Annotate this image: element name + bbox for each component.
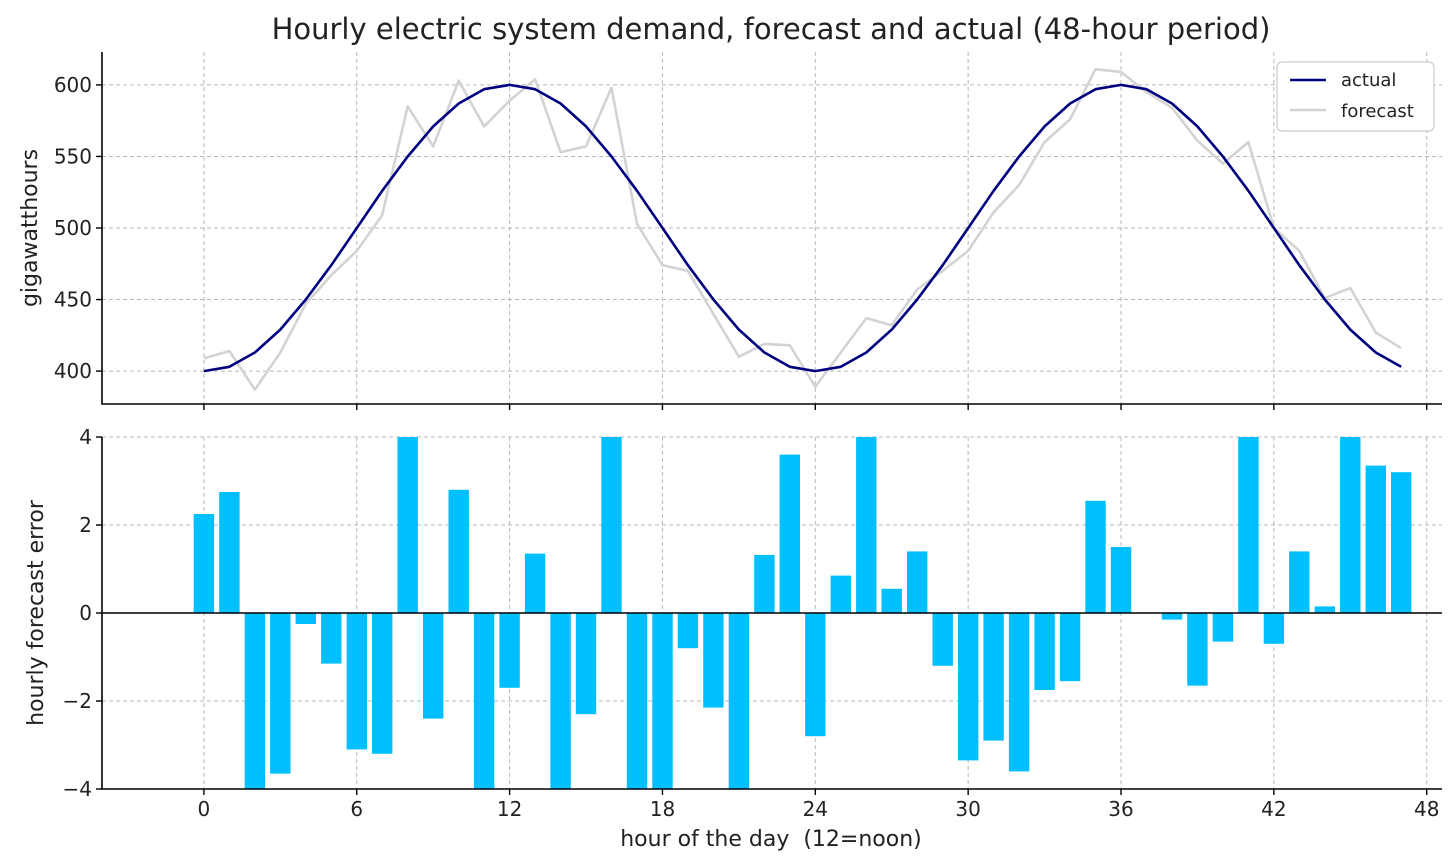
error-y-tick-label: −2 — [63, 689, 92, 713]
error-bar — [270, 613, 291, 774]
error-y-tick-label: 2 — [79, 513, 92, 537]
x-tick-label: 18 — [650, 797, 675, 821]
x-tick-label: 0 — [198, 797, 211, 821]
series-line-actual — [203, 83, 1402, 373]
demand-y-tick-label: 500 — [54, 216, 92, 240]
demand-y-tick-label: 550 — [54, 144, 92, 168]
demand-axes-frame — [101, 52, 1442, 405]
x-tick-label: 36 — [1108, 797, 1133, 821]
error-bar — [1034, 613, 1055, 690]
error-bar — [830, 575, 851, 613]
error-bar — [1212, 613, 1234, 642]
error-bar — [397, 437, 418, 613]
error-bar — [1340, 437, 1361, 613]
error-bar — [1008, 613, 1030, 772]
x-tick-label: 30 — [955, 797, 980, 821]
error-bar — [983, 613, 1004, 741]
series-line-forecast — [203, 67, 1402, 391]
demand-y-tick-label: 400 — [54, 359, 92, 383]
error-y-axis-label: hourly forecast error — [24, 499, 49, 726]
error-bar — [703, 613, 724, 708]
error-bar — [805, 613, 826, 737]
error-bar — [1263, 613, 1285, 644]
error-bar — [219, 492, 240, 613]
error-bar — [1059, 613, 1081, 682]
error-bar — [1085, 500, 1106, 613]
error-bar — [448, 489, 469, 613]
error-bar — [1365, 465, 1386, 613]
error-bar — [652, 613, 673, 789]
error-bar — [193, 514, 215, 613]
x-tick-label: 12 — [497, 797, 522, 821]
legend: actual forecast — [1276, 61, 1435, 132]
error-bar — [958, 613, 979, 761]
demand-gridlines — [102, 52, 1442, 404]
error-bar — [372, 613, 393, 754]
error-y-tick-label: −4 — [63, 777, 92, 801]
demand-panel: 400 450 500 550 600 gigawatthours actual for… — [18, 52, 1442, 410]
demand-series — [203, 67, 1402, 391]
error-y-ticks: −4 −2 0 2 4 — [63, 425, 102, 801]
error-bar — [1187, 613, 1208, 686]
demand-y-tick-label: 450 — [54, 288, 92, 312]
error-bar — [779, 454, 800, 613]
error-bar — [728, 613, 750, 789]
error-bar — [295, 613, 316, 624]
error-bar — [856, 437, 877, 613]
error-bar — [321, 613, 342, 664]
error-bar — [677, 613, 699, 649]
chart-title: Hourly electric system demand, forecast … — [272, 12, 1271, 46]
demand-y-ticks: 400 450 500 550 600 — [54, 73, 102, 383]
error-bar — [1238, 437, 1259, 613]
error-bar — [1289, 551, 1310, 613]
x-tick-label: 48 — [1414, 797, 1439, 821]
x-tick-label: 6 — [350, 797, 363, 821]
error-bar — [881, 588, 902, 613]
error-bar — [473, 613, 495, 789]
error-y-tick-label: 0 — [79, 601, 92, 625]
error-bar — [575, 613, 597, 715]
error-bar — [601, 437, 622, 613]
legend-label-actual: actual — [1341, 70, 1396, 91]
error-bar — [499, 613, 520, 688]
error-bar — [550, 613, 571, 789]
error-bar — [754, 554, 775, 613]
error-bar — [626, 613, 648, 789]
demand-y-axis-label: gigawatthours — [18, 149, 43, 307]
error-bar — [346, 613, 367, 750]
error-bar — [244, 613, 266, 789]
demand-x-ticks — [203, 404, 1428, 410]
error-bar — [907, 551, 928, 613]
error-bar — [524, 553, 546, 613]
legend-label-forecast: forecast — [1341, 101, 1414, 122]
error-bar — [1110, 547, 1132, 613]
error-y-tick-label: 4 — [79, 425, 92, 449]
error-x-ticks: 0 6 12 18 24 30 36 42 48 — [198, 789, 1439, 821]
x-tick-label: 42 — [1261, 797, 1286, 821]
error-bar — [1161, 613, 1183, 620]
error-bar — [1391, 472, 1412, 613]
demand-y-tick-label: 600 — [54, 73, 92, 97]
x-tick-label: 24 — [803, 797, 828, 821]
error-bar — [932, 613, 953, 666]
error-bar — [423, 613, 444, 719]
error-bars — [193, 437, 1412, 789]
x-axis-label: hour of the day (12=noon) — [620, 827, 922, 852]
error-bar — [1314, 606, 1335, 613]
